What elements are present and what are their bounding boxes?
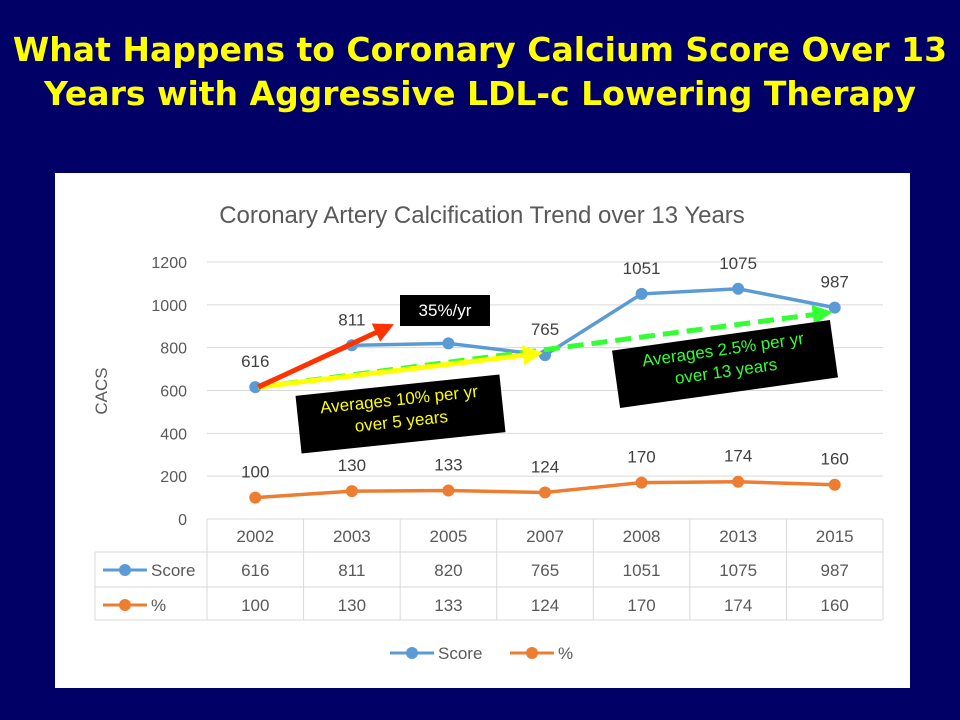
y-axis-label: CACS [92,367,111,414]
x-tick-label: 2008 [623,527,661,546]
data-label: 616 [241,352,269,371]
y-tick-label: 1000 [151,298,187,315]
data-label: 130 [338,456,366,475]
x-tick-label: 2005 [430,527,468,546]
chart-panel: Coronary Artery Calcification Trend over… [55,173,910,688]
y-tick-label: 1200 [151,255,187,272]
x-tick-label: 2002 [236,527,274,546]
data-point [635,476,648,489]
data-point [635,287,648,300]
legend-label: % [558,644,573,663]
yellow-trend-arrow [257,345,543,390]
data-label: 100 [241,463,269,482]
data-label: 987 [821,273,849,292]
data-label: 174 [724,447,752,466]
y-tick-label: 0 [178,512,187,529]
data-point [249,381,262,394]
table-cell: 820 [434,561,462,580]
y-tick-label: 200 [160,469,187,486]
series-key-marker [119,564,131,576]
data-point [249,491,262,504]
table-cell: 1075 [719,561,757,580]
legend-label: Score [438,644,482,663]
data-label: 170 [627,448,655,467]
data-label: 811 [338,310,365,329]
data-point [732,475,745,488]
x-tick-label: 2007 [526,527,564,546]
annotation-35-per-yr: 35%/yr [400,295,490,326]
x-tick-label: 2003 [333,527,371,546]
y-tick-label: 600 [160,384,187,401]
slide-title: What Happens to Coronary Calcium Score O… [12,30,948,113]
table-series-name: % [151,596,166,615]
table-cell: 170 [627,596,655,615]
data-label: 1075 [719,254,757,273]
red-trend-arrow [257,323,395,390]
data-label: 160 [821,450,849,469]
table-cell: 160 [821,596,849,615]
table-cell: 1051 [623,561,661,580]
legend-marker [526,647,538,659]
y-tick-label: 400 [160,426,187,443]
table-cell: 100 [241,596,269,615]
data-point [442,337,455,350]
data-point [345,485,358,498]
table-cell: 987 [821,561,849,580]
table-cell: 130 [338,596,366,615]
chart-title: Coronary Artery Calcification Trend over… [219,202,745,229]
table-cell: 765 [531,561,559,580]
table-cell: 811 [338,561,365,580]
data-label: 1051 [623,259,661,278]
legend-marker [406,647,418,659]
table-cell: 616 [241,561,269,580]
x-tick-label: 2015 [816,527,854,546]
table-series-name: Score [151,561,195,580]
data-label: 124 [531,457,559,476]
data-point [828,301,841,314]
data-label: 133 [434,456,462,475]
data-point [539,486,551,499]
data-point [828,478,841,491]
data-point [442,484,455,497]
table-cell: 174 [724,596,752,615]
table-cell: 133 [434,596,462,615]
table-cell: 124 [531,596,559,615]
series-key-marker [119,599,131,611]
x-tick-label: 2013 [719,527,757,546]
data-point [732,282,745,295]
y-tick-label: 800 [160,341,187,358]
data-label: 765 [531,320,559,339]
